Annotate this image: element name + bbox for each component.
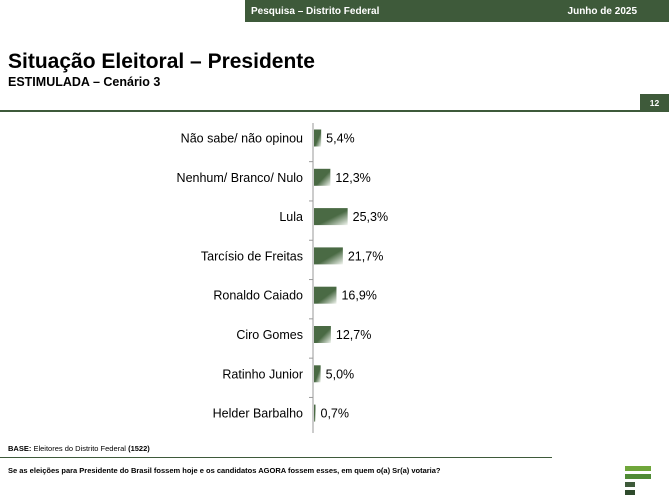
value-label: 0,7%: [321, 407, 350, 421]
category-label: Não sabe/ não opinou: [181, 132, 303, 146]
survey-label: Pesquisa – Distrito Federal: [251, 5, 380, 17]
base-label: BASE:: [8, 444, 32, 453]
header-bar: Pesquisa – Distrito Federal Junho de 202…: [245, 0, 669, 22]
category-label: Ciro Gomes: [236, 328, 303, 342]
base-text: Eleitores do Distrito Federal: [33, 444, 126, 453]
bar: [314, 326, 331, 343]
page-subtitle: ESTIMULADA – Cenário 3: [8, 75, 161, 89]
bar: [314, 286, 337, 304]
value-label: 25,3%: [353, 210, 388, 224]
category-label: Nenhum/ Branco/ Nulo: [177, 171, 304, 185]
company-logo-icon: [625, 466, 651, 495]
category-label: Ratinho Junior: [222, 367, 303, 381]
category-label: Ronaldo Caiado: [213, 289, 303, 303]
header-divider: [0, 110, 669, 112]
category-label: Lula: [279, 210, 303, 224]
value-label: 16,9%: [341, 289, 376, 303]
footer-divider: [0, 457, 552, 458]
category-label: Tarcísio de Freitas: [201, 249, 303, 263]
value-label: 21,7%: [348, 249, 383, 263]
date-label: Junho de 2025: [567, 5, 637, 17]
category-label: Helder Barbalho: [213, 407, 303, 421]
bar: [314, 168, 331, 186]
page-title: Situação Eleitoral – Presidente: [8, 50, 315, 73]
base-note: BASE: Eleitores do Distrito Federal (152…: [8, 444, 150, 453]
bar: [314, 365, 321, 383]
value-label: 12,7%: [336, 328, 371, 342]
value-label: 5,4%: [326, 132, 355, 146]
page-number-badge: 12: [640, 94, 669, 111]
base-n: (1522): [128, 444, 150, 453]
bar: [314, 208, 348, 226]
value-label: 12,3%: [335, 171, 370, 185]
value-label: 5,0%: [326, 367, 355, 381]
bar: [314, 247, 343, 265]
bar: [314, 129, 322, 147]
survey-question: Se as eleições para Presidente do Brasil…: [8, 466, 441, 475]
bar: [314, 404, 316, 422]
